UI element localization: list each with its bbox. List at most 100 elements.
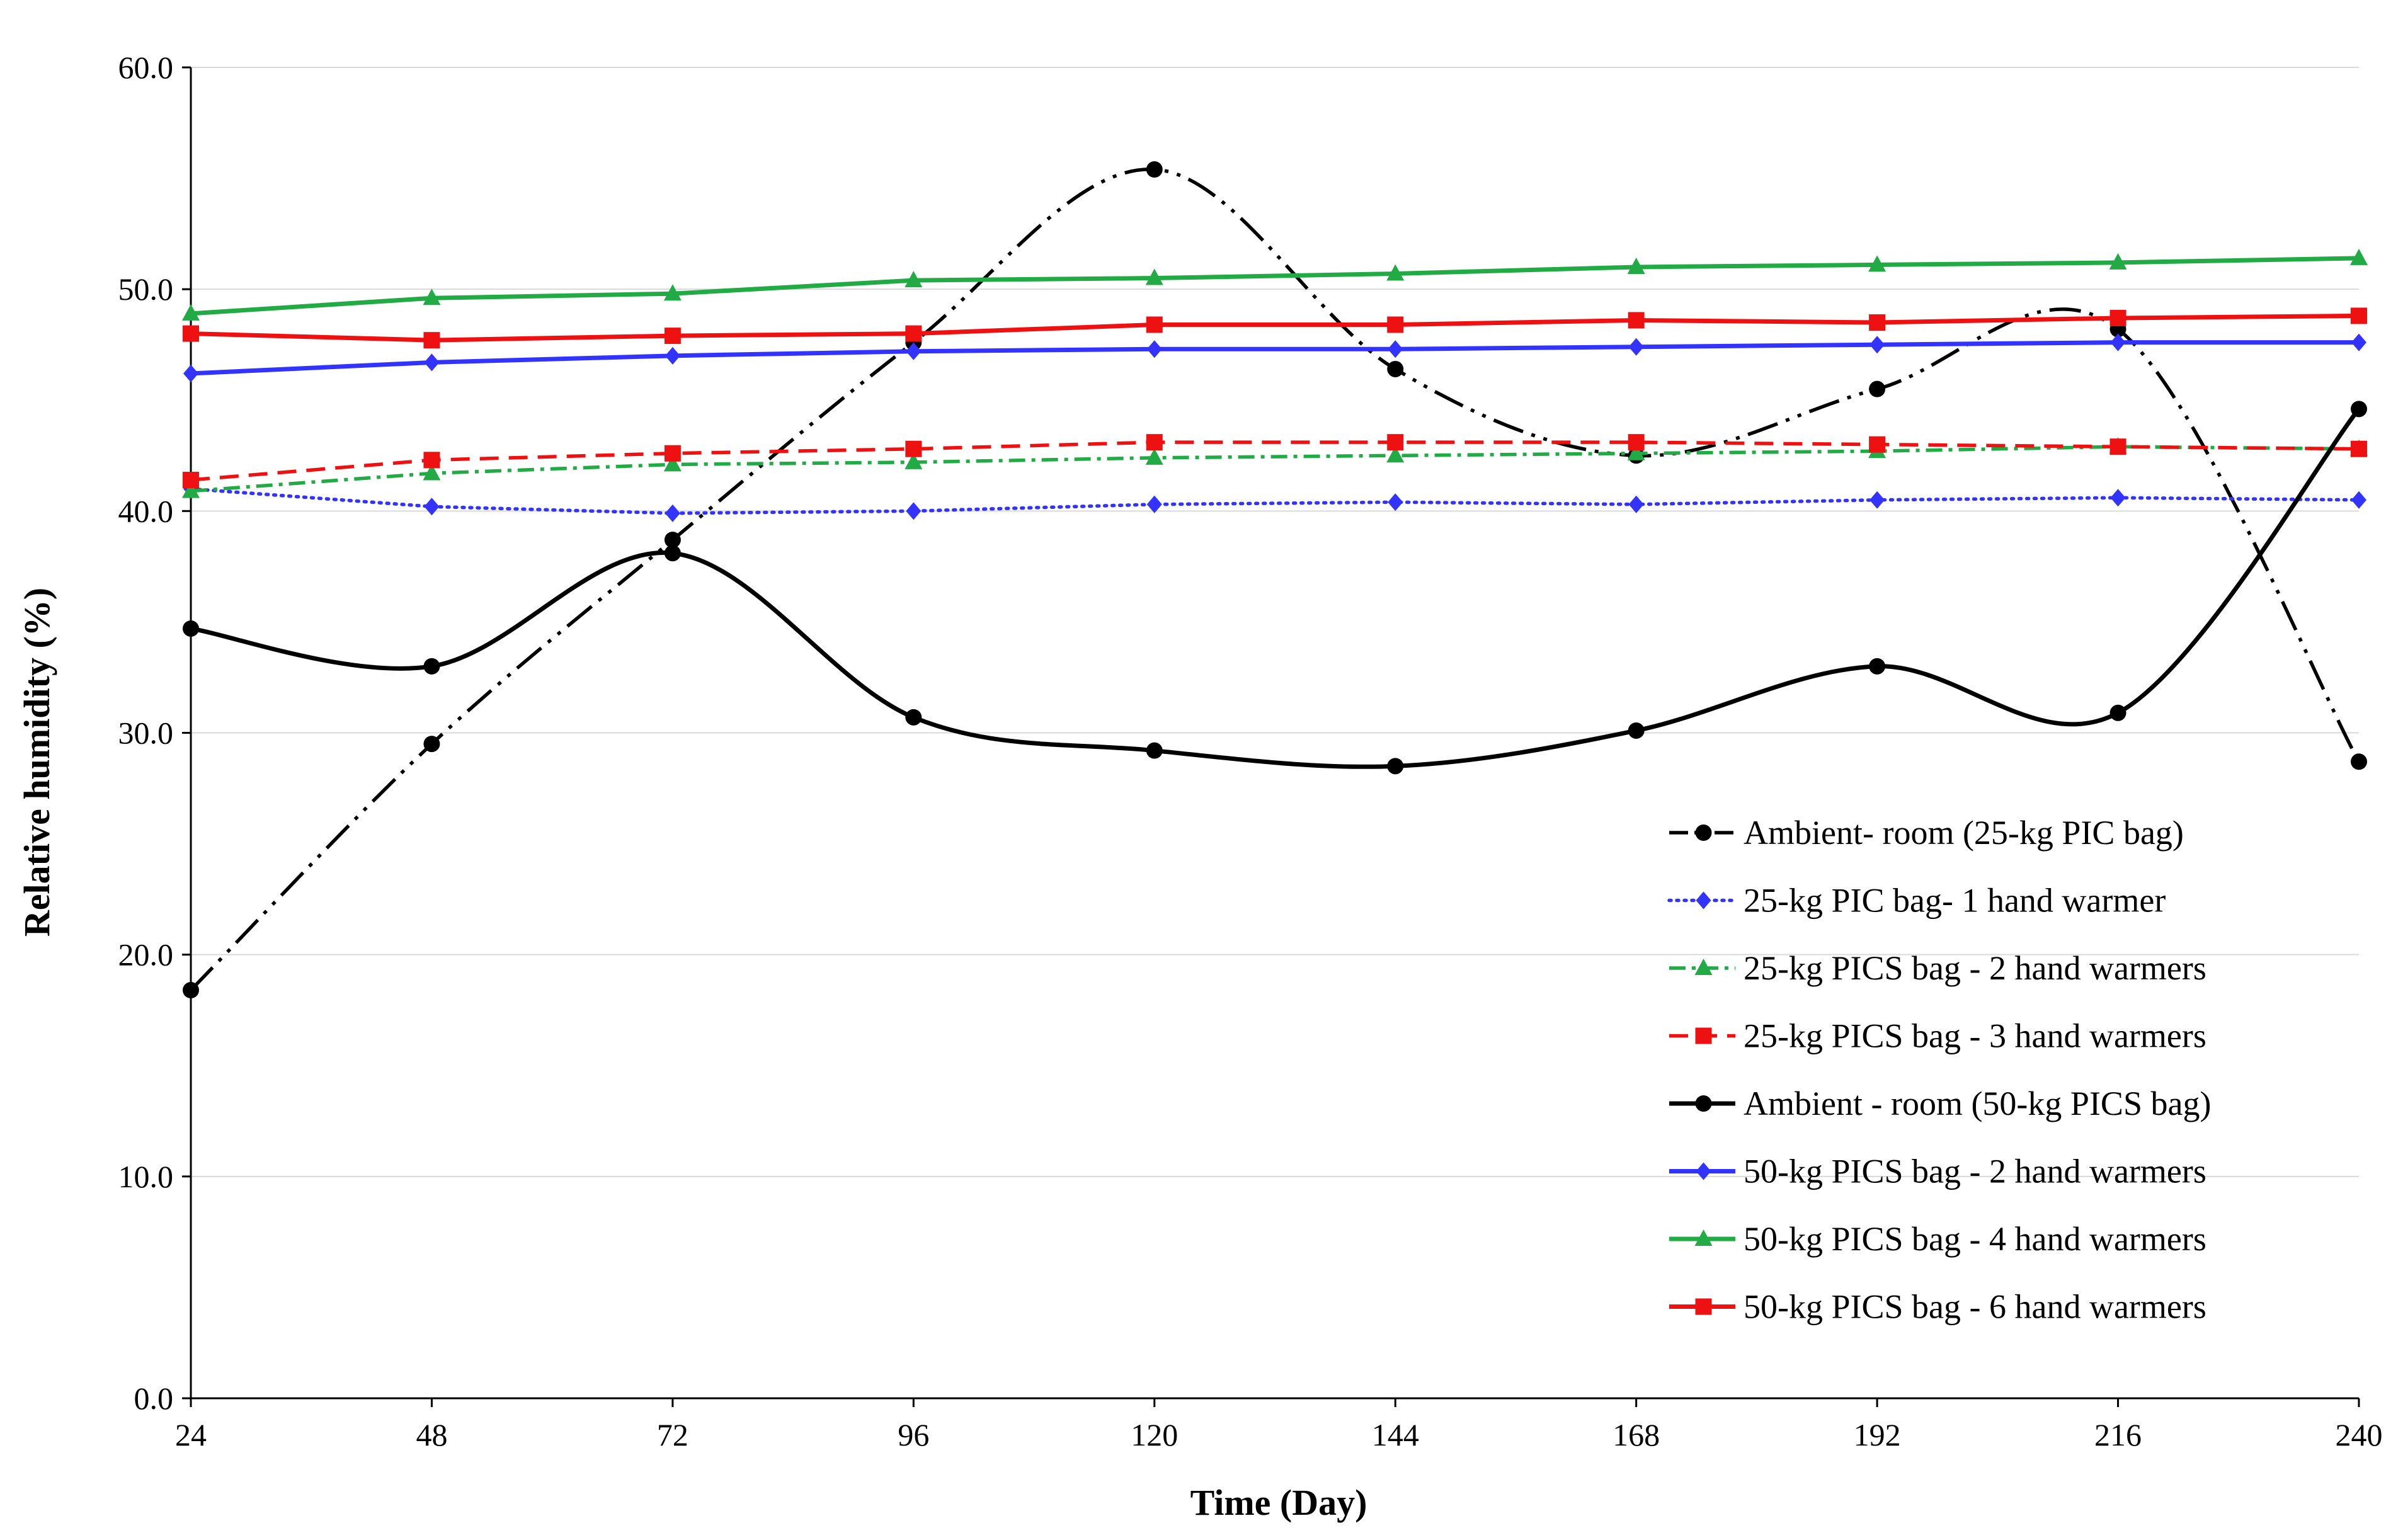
y-tick-label: 40.0 [118,493,174,528]
data-point-8-6 [1387,316,1404,333]
data-point-8-5 [1146,316,1163,333]
x-tick-label: 144 [1372,1417,1419,1452]
data-point-6-2 [424,353,440,372]
y-tick-label: 20.0 [118,937,174,972]
data-point-4-8 [1869,436,1886,453]
data-point-4-3 [664,445,681,462]
data-point-2-3 [665,504,680,522]
data-point-4-6 [1387,434,1404,451]
data-point-7-1 [182,304,200,321]
x-tick-label: 48 [416,1417,447,1452]
y-axis-title: Relative humidity (%) [16,588,57,937]
legend-marker [1696,1162,1711,1180]
data-point-6-3 [665,346,680,365]
data-point-5-3 [664,545,681,562]
x-tick-label: 216 [2094,1417,2142,1452]
data-point-7-10 [2350,248,2368,265]
data-point-6-7 [1628,338,1644,356]
data-point-3-6 [1386,446,1405,463]
data-point-2-7 [1628,495,1644,513]
data-point-5-1 [183,620,199,637]
data-point-5-4 [905,709,922,726]
x-tick-label: 72 [657,1417,688,1452]
legend-item-4: 25-kg PICS bag - 3 hand warmers [1669,1017,2206,1055]
y-tick-label: 50.0 [118,271,174,307]
data-point-5-9 [2109,704,2126,721]
data-point-4-2 [423,452,440,469]
data-point-6-6 [1388,340,1403,358]
legend-label: Ambient- room (25-kg PIC bag) [1744,814,2184,852]
data-point-3-4 [905,452,923,469]
data-point-2-2 [424,498,440,516]
data-point-5-8 [1869,658,1886,675]
data-point-7-3 [663,284,682,301]
legend-marker [1696,891,1711,910]
data-point-4-10 [2351,440,2367,457]
legend-item-5: Ambient - room (50-kg PICS bag) [1669,1085,2211,1122]
series-50-kg-pics-bag-2-hand-warmers [183,333,2366,382]
legend-item-7: 50-kg PICS bag - 4 hand warmers [1669,1220,2206,1258]
series-50-kg-pics-bag-4-hand-warmers [182,248,2368,321]
data-point-3-1 [182,481,200,498]
legend-marker [1695,1027,1712,1044]
series-line-3 [190,445,2360,493]
data-point-1-3 [664,532,681,549]
data-point-6-10 [2351,333,2366,351]
legend-item-3: 25-kg PICS bag - 2 hand warmers [1669,949,2206,987]
data-point-7-9 [2109,253,2127,270]
legend-label: 25-kg PIC bag- 1 hand warmer [1744,882,2166,920]
data-point-8-3 [664,328,681,345]
legend-item-6: 50-kg PICS bag - 2 hand warmers [1669,1153,2206,1190]
series-line-1 [190,168,2361,991]
legend-item-2: 25-kg PIC bag- 1 hand warmer [1667,882,2166,920]
series-line-8 [190,313,2360,343]
data-point-1-6 [1387,360,1404,377]
data-point-2-10 [2351,491,2366,509]
data-point-3-5 [1145,448,1163,465]
data-point-4-9 [2109,438,2126,455]
series-25-kg-pics-bag-2-hand-warmers [182,437,2368,498]
series-line-6 [190,340,2359,376]
series-line-2 [189,487,2361,515]
data-point-8-2 [423,332,440,349]
legend-marker [1694,1229,1713,1246]
y-tick-label: 0.0 [134,1381,174,1416]
series-line-5 [190,408,2361,769]
data-point-4-5 [1146,434,1163,451]
data-point-2-8 [1869,491,1885,509]
legend-label: Ambient - room (50-kg PICS bag) [1744,1085,2211,1122]
data-point-8-4 [905,325,922,342]
data-point-7-5 [1145,268,1163,285]
y-tick-label: 60.0 [118,50,174,85]
data-point-2-6 [1388,493,1403,511]
data-point-6-8 [1869,336,1885,354]
data-point-8-7 [1628,312,1645,329]
x-tick-label: 168 [1612,1417,1660,1452]
data-point-5-10 [2351,401,2367,418]
x-tick-label: 120 [1131,1417,1178,1452]
data-point-5-6 [1387,758,1404,775]
x-axis-title: Time (Day) [1190,1482,1367,1523]
series-50-kg-pics-bag-6-hand-warmers [183,307,2367,349]
data-point-8-10 [2351,307,2367,324]
data-point-4-1 [183,472,199,489]
legend-item-8: 50-kg PICS bag - 6 hand warmers [1669,1288,2206,1326]
data-point-6-9 [2110,333,2126,351]
data-point-2-5 [1146,495,1162,513]
data-point-1-5 [1146,161,1163,178]
x-tick-label: 96 [898,1417,929,1452]
series-25-kg-pics-bag-3-hand-warmers [183,434,2367,489]
y-tick-label: 10.0 [118,1159,174,1194]
data-point-4-7 [1628,434,1645,451]
x-tick-label: 240 [2336,1417,2383,1452]
data-point-6-5 [1146,340,1162,358]
data-point-4-4 [905,440,922,457]
data-point-1-1 [183,982,199,999]
data-point-1-10 [2351,753,2367,770]
data-point-7-6 [1386,264,1405,281]
series-ambient-room-25-kg-pic-bag [183,161,2367,999]
data-point-7-7 [1627,257,1645,274]
legend-marker [1694,959,1713,975]
